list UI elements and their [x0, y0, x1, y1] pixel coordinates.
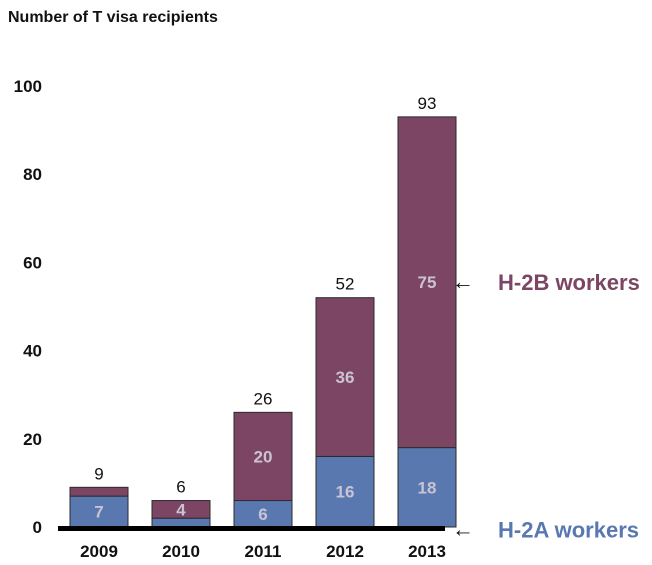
x-axis-ticks: 2009 2010 2011 2012 2013	[80, 542, 446, 561]
x-tick-label: 2009	[80, 542, 118, 561]
x-tick-label: 2012	[326, 542, 364, 561]
x-axis-baseline	[58, 526, 445, 531]
x-tick-label: 2013	[408, 542, 446, 561]
bar-total-label: 6	[176, 478, 185, 497]
legend-arrow-icon: ←	[452, 269, 474, 294]
segment-value-label: 6	[258, 505, 267, 524]
y-tick-label: 0	[33, 518, 42, 537]
y-tick-label: 60	[23, 253, 42, 272]
bar-segment-h2a	[151, 517, 211, 528]
y-axis-title: Number of T visa recipients	[8, 9, 218, 26]
bar-segment-h2a	[69, 495, 129, 528]
legend-arrow-icon: ←	[452, 516, 474, 541]
x-tick-label: 2011	[245, 542, 282, 561]
bar-total-label: 26	[254, 389, 273, 408]
y-tick-label: 20	[23, 430, 42, 449]
segment-value-label: 36	[336, 368, 355, 387]
legend: ← H-2A workers ← H-2B workers	[452, 269, 640, 542]
segment-value-label: 16	[336, 483, 355, 502]
bar-total-label: 52	[336, 275, 355, 294]
bar-total-label: 9	[94, 464, 103, 483]
bar-segment-h2b	[151, 500, 211, 519]
bar-segment-h2b	[69, 486, 129, 497]
bars: 7 9 4 6 6 20 26 16 36 52 18 75 93	[69, 94, 457, 528]
bar-segment-h2b	[233, 411, 293, 502]
segment-value-label: 18	[418, 478, 437, 497]
segment-value-label: 4	[176, 500, 186, 519]
y-tick-label: 100	[14, 77, 42, 96]
segment-value-label: 7	[94, 503, 103, 522]
bar-total-label: 93	[418, 94, 437, 113]
legend-label-h2b: H-2B workers	[498, 270, 640, 295]
segment-value-label: 75	[418, 273, 437, 292]
y-axis-ticks: 0 20 40 60 80 100	[14, 77, 42, 537]
bar-segment-h2b	[315, 297, 375, 457]
x-tick-label: 2010	[162, 542, 200, 561]
bar-segment-h2b	[397, 116, 457, 449]
y-tick-label: 80	[23, 165, 42, 184]
segment-value-label: 20	[254, 447, 273, 466]
y-tick-label: 40	[23, 342, 42, 361]
legend-label-h2a: H-2A workers	[498, 517, 639, 542]
